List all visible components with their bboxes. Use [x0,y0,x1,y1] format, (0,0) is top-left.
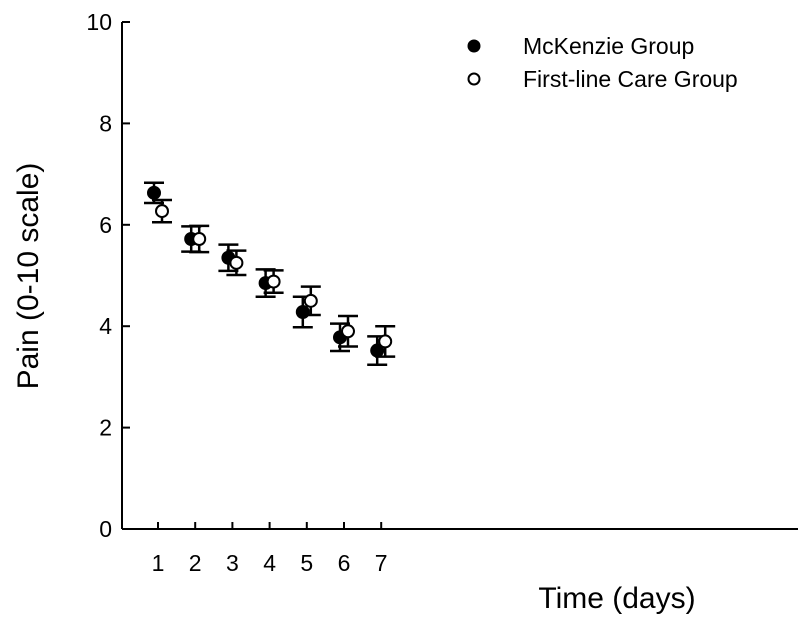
y-tick-label: 4 [99,313,112,339]
first-line-care-point [303,293,318,308]
first-line-care-point [341,324,355,339]
first-line-care-point [229,255,244,270]
x-tick-label: 2 [189,550,202,576]
first-line-care-point [155,204,169,219]
first-line-care-point [378,334,393,349]
x-tick-label: 5 [300,550,313,576]
axes [121,22,798,530]
legend-label-first-line-care: First-line Care Group [523,66,738,92]
y-axis-title: Pain (0-10 scale) [12,163,45,390]
y-tick-label: 2 [99,415,112,441]
mckenzie-point [147,185,161,200]
data-marks [144,181,396,366]
x-axis-title: Time (days) [538,582,695,615]
y-tick-label: 0 [99,516,112,542]
legend: McKenzie Group First-line Care Group [467,33,738,92]
legend-marker-first-line-care [467,72,481,86]
legend-marker-mckenzie [467,39,481,53]
x-tick-label: 6 [338,550,351,576]
first-line-care-point [266,274,281,289]
x-tick-label: 1 [152,550,165,576]
y-tick-label: 10 [86,9,112,35]
mckenzie-point [295,305,310,320]
y-axis-ticks: 0 2 4 6 8 10 [86,9,130,542]
mckenzie-point [370,343,385,358]
x-tick-label: 4 [263,550,276,576]
x-tick-label: 7 [375,550,388,576]
first-line-care-point [192,231,207,246]
legend-label-mckenzie: McKenzie Group [523,33,694,59]
x-tick-label: 3 [226,550,239,576]
y-tick-label: 8 [99,110,112,136]
y-tick-label: 6 [99,212,112,238]
